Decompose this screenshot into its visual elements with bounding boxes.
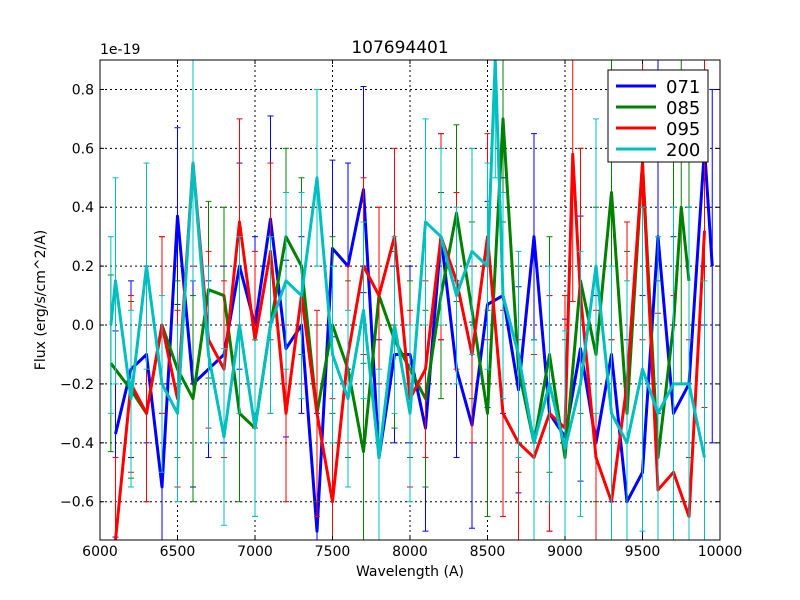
x-tick-label: 8000 xyxy=(392,544,428,560)
x-tick-label: 6000 xyxy=(82,544,118,560)
chart-title: 107694401 xyxy=(351,38,448,58)
x-tick-label: 9000 xyxy=(547,544,583,560)
x-axis-label: Wavelength (A) xyxy=(356,564,464,580)
y-offset-label: 1e-19 xyxy=(100,42,140,58)
x-tick-label: 9500 xyxy=(625,544,661,560)
legend-label-200: 200 xyxy=(666,140,700,161)
y-tick-label: −0.4 xyxy=(60,436,94,452)
x-tick-label: 8500 xyxy=(470,544,506,560)
y-tick-label: 0.2 xyxy=(72,259,94,275)
x-tick-label: 7500 xyxy=(315,544,351,560)
y-tick-label: −0.2 xyxy=(60,377,94,393)
legend-label-085: 085 xyxy=(666,98,700,119)
series-layer xyxy=(107,60,716,540)
series-200 xyxy=(107,60,708,540)
y-tick-label: 0.6 xyxy=(72,141,94,157)
legend-label-095: 095 xyxy=(666,119,700,140)
y-tick-label: 0.4 xyxy=(72,200,94,216)
x-tick-label: 6500 xyxy=(160,544,196,560)
series-line-095 xyxy=(114,152,706,540)
x-tick-label: 10000 xyxy=(698,544,743,560)
ticks: 6000 6500 7000 7500 8000 8500 9000 9500 10000 −0.… xyxy=(60,60,742,560)
x-tick-label: 7000 xyxy=(237,544,273,560)
y-tick-label: −0.6 xyxy=(60,495,94,511)
y-axis-label: Flux (erg/s/cm^2/A) xyxy=(33,230,49,370)
legend-label-071: 071 xyxy=(666,77,700,98)
y-tick-label: 0.0 xyxy=(72,318,94,334)
y-tick-label: 0.8 xyxy=(72,82,94,98)
